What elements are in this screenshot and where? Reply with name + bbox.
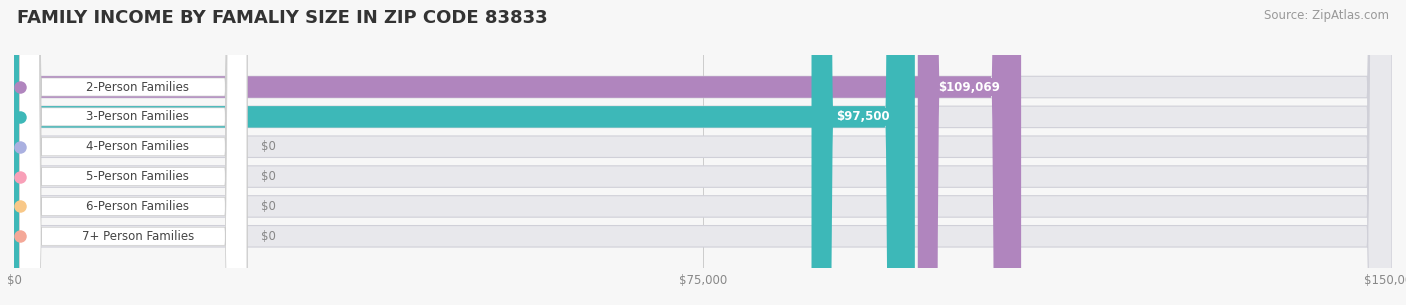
- FancyBboxPatch shape: [20, 0, 247, 305]
- FancyBboxPatch shape: [811, 0, 915, 305]
- FancyBboxPatch shape: [14, 0, 1392, 305]
- Text: $0: $0: [260, 140, 276, 153]
- Text: Source: ZipAtlas.com: Source: ZipAtlas.com: [1264, 9, 1389, 22]
- Text: 3-Person Families: 3-Person Families: [86, 110, 190, 123]
- Text: 6-Person Families: 6-Person Families: [86, 200, 190, 213]
- Text: FAMILY INCOME BY FAMALIY SIZE IN ZIP CODE 83833: FAMILY INCOME BY FAMALIY SIZE IN ZIP COD…: [17, 9, 547, 27]
- FancyBboxPatch shape: [20, 0, 247, 305]
- FancyBboxPatch shape: [14, 0, 910, 305]
- Text: 4-Person Families: 4-Person Families: [86, 140, 190, 153]
- Text: 2-Person Families: 2-Person Families: [86, 81, 190, 94]
- FancyBboxPatch shape: [14, 0, 1392, 305]
- FancyBboxPatch shape: [14, 0, 1392, 305]
- Text: $0: $0: [260, 170, 276, 183]
- FancyBboxPatch shape: [20, 0, 247, 305]
- FancyBboxPatch shape: [20, 0, 247, 305]
- FancyBboxPatch shape: [14, 0, 1392, 305]
- FancyBboxPatch shape: [20, 0, 247, 305]
- Text: $0: $0: [260, 200, 276, 213]
- Text: 5-Person Families: 5-Person Families: [86, 170, 190, 183]
- FancyBboxPatch shape: [20, 0, 247, 305]
- FancyBboxPatch shape: [14, 0, 1017, 305]
- Text: $109,069: $109,069: [939, 81, 1001, 94]
- FancyBboxPatch shape: [918, 0, 1021, 305]
- FancyBboxPatch shape: [14, 0, 1392, 305]
- FancyBboxPatch shape: [14, 0, 1392, 305]
- Text: 7+ Person Families: 7+ Person Families: [82, 230, 194, 243]
- Text: $97,500: $97,500: [837, 110, 890, 123]
- Text: $0: $0: [260, 230, 276, 243]
